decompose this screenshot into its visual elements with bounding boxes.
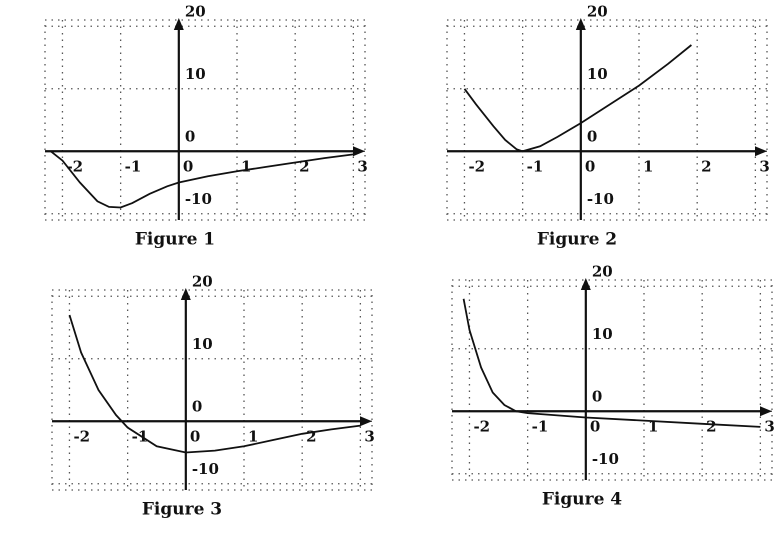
y-tick-label: 10 [592,325,613,343]
x-tick-label: -2 [66,157,83,175]
x-tick-label: -1 [532,417,549,435]
y-tick-label: 0 [192,397,202,415]
y-arrow [180,288,191,300]
x-tick-label: -2 [73,427,90,445]
y-tick-label: 20 [192,272,213,290]
x-tick-label: 0 [183,157,193,175]
x-tick-label: -1 [125,157,142,175]
x-arrow [755,146,767,157]
y-tick-label: -10 [192,460,219,478]
x-arrow [360,416,372,427]
x-tick-label: -2 [473,417,490,435]
figure-caption: Figure 4 [542,490,622,510]
y-tick-label: 20 [185,2,206,20]
y-tick-label: 0 [185,127,195,145]
y-arrow [173,18,184,30]
y-tick-label: 0 [592,387,602,405]
x-tick-label: 3 [364,427,374,445]
y-tick-label: 10 [185,65,206,83]
x-tick-label: 1 [643,157,653,175]
x-tick-label: 3 [759,157,769,175]
x-tick-label: 0 [190,427,200,445]
figure-caption: Figure 1 [135,230,215,250]
x-arrow [353,146,365,157]
x-tick-label: -2 [468,157,485,175]
y-arrow [575,18,586,30]
curve [462,298,761,428]
figure-caption: Figure 3 [142,500,222,520]
x-tick-label: 1 [648,417,658,435]
y-tick-label: 10 [587,65,608,83]
x-tick-label: 0 [585,157,595,175]
x-tick-label: 2 [706,417,716,435]
figure-caption: Figure 2 [537,230,617,250]
y-tick-label: -10 [592,450,619,468]
curve [463,44,692,153]
x-tick-label: 3 [357,157,367,175]
x-tick-label: 2 [306,427,316,445]
x-arrow [760,406,772,417]
x-tick-label: 2 [299,157,309,175]
x-tick-label: 3 [764,417,774,435]
x-tick-label: 0 [590,417,600,435]
y-arrow [580,278,591,290]
x-tick-label: 1 [248,427,258,445]
y-tick-label: -10 [587,190,614,208]
y-tick-label: 0 [587,127,597,145]
y-tick-label: 20 [587,2,608,20]
y-tick-label: -10 [185,190,212,208]
y-tick-label: 20 [592,262,613,280]
y-tick-label: 10 [192,335,213,353]
curve [50,150,354,209]
x-tick-label: 1 [241,157,251,175]
curve [68,314,361,454]
x-tick-label: 2 [701,157,711,175]
x-tick-label: -1 [527,157,544,175]
